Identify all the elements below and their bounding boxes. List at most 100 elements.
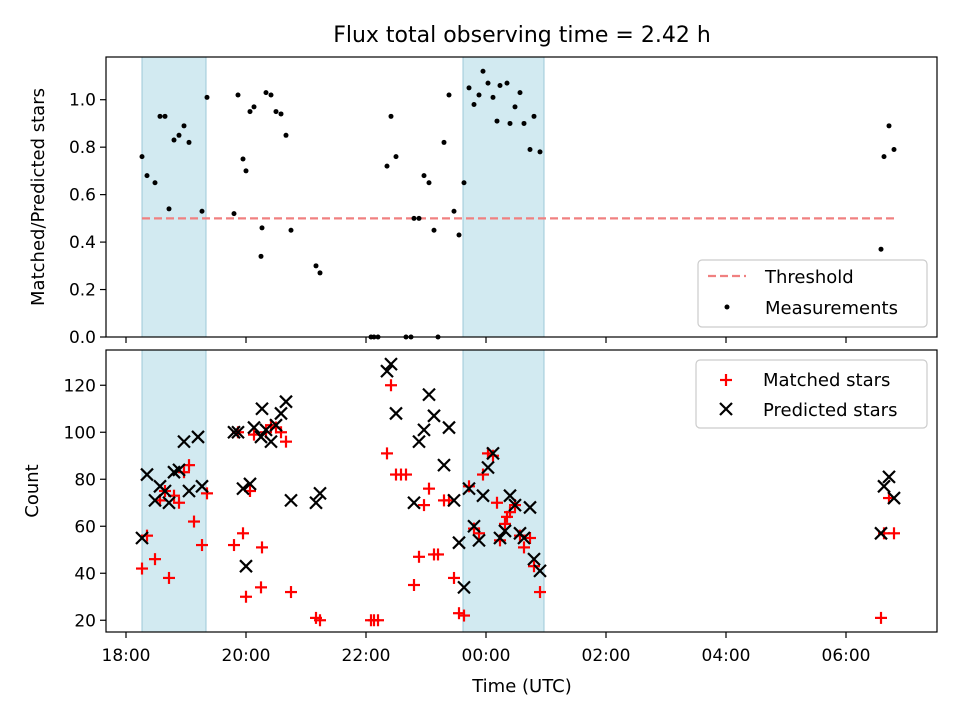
measurement-point bbox=[186, 139, 192, 145]
predicted-star-marker bbox=[309, 495, 323, 510]
measurement-point bbox=[388, 113, 394, 119]
measurement-point bbox=[471, 101, 477, 107]
measurement-point bbox=[273, 109, 279, 115]
predicted-star-marker bbox=[231, 425, 245, 440]
measurement-point bbox=[157, 113, 163, 119]
legend-measurement-label: Measurements bbox=[765, 298, 898, 319]
count-panel-frame bbox=[105, 349, 938, 633]
measurement-point bbox=[426, 180, 432, 186]
measurement-point bbox=[263, 90, 269, 96]
matched-star-marker bbox=[432, 548, 444, 561]
measurement-point bbox=[384, 163, 390, 169]
measurement-point bbox=[243, 168, 249, 174]
count-legend-box bbox=[695, 359, 928, 429]
matched-star-marker bbox=[463, 480, 475, 493]
predicted-star-marker bbox=[195, 479, 209, 494]
matched-star-marker bbox=[196, 539, 208, 552]
matched-star-marker bbox=[188, 515, 200, 528]
count-y-tick-label: 120 bbox=[64, 376, 96, 396]
x-tick-label: 20:00 bbox=[222, 646, 271, 666]
predicted-star-marker bbox=[427, 409, 441, 423]
predicted-star-marker bbox=[274, 406, 288, 421]
ratio-panel: 0.0 0.2 0.4 0.6 0.8 1.0 Matched/Predicted sta… bbox=[28, 56, 938, 348]
predicted-star-marker bbox=[481, 460, 495, 475]
measurement-point bbox=[531, 113, 537, 119]
matched-star-marker bbox=[504, 506, 516, 519]
predicted-star-marker bbox=[158, 484, 172, 498]
x-tick-label: 18:00 bbox=[102, 646, 151, 666]
matched-star-marker bbox=[499, 517, 511, 530]
measurement-point bbox=[878, 246, 884, 252]
measurement-point bbox=[268, 92, 274, 98]
ratio-y-ticks: 0.0 0.2 0.4 0.6 0.8 1.0 bbox=[69, 91, 106, 348]
predicted-star-marker bbox=[191, 430, 205, 444]
measurement-point bbox=[416, 215, 422, 221]
matched-star-marker bbox=[173, 496, 185, 509]
ratio-legend-box bbox=[697, 259, 928, 328]
predicted-star-marker bbox=[472, 533, 486, 548]
measurement-point bbox=[456, 232, 462, 238]
predicted-star-marker bbox=[874, 526, 888, 541]
ratio-observing-interval-0 bbox=[141, 56, 207, 338]
predicted-star-marker bbox=[162, 495, 176, 510]
measurement-point bbox=[466, 85, 472, 91]
measurement-point bbox=[204, 94, 210, 100]
measurement-point bbox=[278, 111, 284, 117]
legend-predicted-label: Predicted stars bbox=[763, 400, 897, 421]
measurement-point bbox=[517, 90, 523, 96]
matched-star-marker bbox=[372, 614, 384, 627]
count-y-tick-label: 40 bbox=[74, 564, 96, 584]
matched-star-marker bbox=[487, 449, 499, 462]
matched-star-marker bbox=[400, 468, 412, 481]
measurement-point bbox=[144, 173, 150, 179]
matched-star-marker bbox=[285, 586, 297, 599]
measurement-point bbox=[411, 215, 417, 221]
predicted-star-marker bbox=[493, 531, 507, 545]
predicted-star-marker bbox=[269, 418, 283, 432]
predicted-star-marker bbox=[887, 491, 901, 505]
predicted-star-marker bbox=[422, 387, 436, 402]
count-x-ticks: 18:00 20:00 22:00 00:00 02:00 04:00 06:00 bbox=[102, 632, 871, 666]
matched-star-marker bbox=[163, 571, 175, 584]
predicted-star-markers bbox=[135, 357, 901, 595]
predicted-star-marker bbox=[255, 401, 269, 416]
measurement-point bbox=[259, 225, 265, 231]
ratio-y-tick-label: 0.0 bbox=[69, 328, 96, 348]
matched-star-marker bbox=[491, 496, 503, 509]
predicted-star-marker bbox=[882, 470, 896, 484]
matched-star-marker bbox=[473, 527, 485, 540]
count-observing-intervals bbox=[141, 349, 545, 633]
predicted-star-marker bbox=[236, 481, 250, 496]
predicted-star-marker bbox=[877, 479, 891, 494]
predicted-star-marker bbox=[457, 580, 471, 595]
measurement-point bbox=[283, 132, 289, 138]
measurement-point bbox=[199, 208, 205, 214]
ratio-y-tick-label: 0.4 bbox=[69, 233, 96, 253]
predicted-star-marker bbox=[177, 434, 191, 449]
predicted-star-marker bbox=[437, 458, 451, 472]
predicted-star-marker bbox=[533, 564, 547, 578]
measurement-point bbox=[431, 227, 437, 233]
measurement-point bbox=[521, 120, 527, 126]
matched-star-marker bbox=[888, 527, 900, 540]
measurement-point bbox=[527, 147, 533, 153]
ratio-y-tick-label: 1.0 bbox=[69, 91, 96, 111]
measurement-point bbox=[258, 253, 264, 259]
measurement-point bbox=[162, 113, 168, 119]
measurement-point bbox=[446, 92, 452, 98]
measurement-point bbox=[139, 154, 145, 160]
matched-star-marker bbox=[149, 553, 161, 566]
matched-star-marker bbox=[237, 527, 249, 540]
predicted-star-marker bbox=[417, 423, 431, 437]
count-y-tick-label: 20 bbox=[74, 611, 96, 631]
legend-threshold-label: Threshold bbox=[764, 267, 854, 288]
predicted-star-marker bbox=[407, 495, 421, 510]
legend-measurement-swatch bbox=[724, 304, 730, 310]
measurement-point bbox=[494, 118, 500, 124]
ratio-y-tick-label: 0.8 bbox=[69, 138, 96, 158]
matched-star-marker bbox=[228, 539, 240, 552]
predicted-star-marker bbox=[239, 559, 253, 573]
predicted-star-marker bbox=[140, 467, 154, 482]
x-tick-label: 04:00 bbox=[702, 646, 751, 666]
matched-star-marker bbox=[255, 581, 267, 594]
